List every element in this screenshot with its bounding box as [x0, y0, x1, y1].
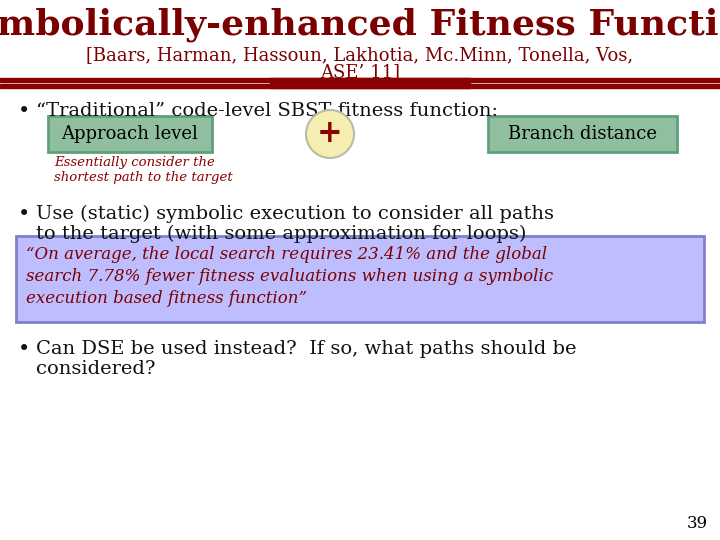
Bar [270, 78, 470, 88]
Bar [0, 84, 720, 88]
Text: Symbolically-enhanced Fitness Function: Symbolically-enhanced Fitness Function [0, 8, 720, 43]
Bar [0, 78, 720, 82]
Text: [Baars, Harman, Hassoun, Lakhotia, Mc.Minn, Tonella, Vos,: [Baars, Harman, Hassoun, Lakhotia, Mc.Mi… [86, 46, 634, 64]
Circle shape [306, 110, 354, 158]
FancyBboxPatch shape [488, 116, 677, 152]
Text: Can DSE be used instead?  If so, what paths should be: Can DSE be used instead? If so, what pat… [36, 340, 577, 358]
Text: •: • [18, 340, 30, 359]
Text: +: + [318, 118, 343, 148]
Text: shortest path to the target: shortest path to the target [54, 171, 233, 184]
FancyBboxPatch shape [16, 236, 704, 322]
Text: considered?: considered? [36, 360, 156, 378]
Text: search 7.78% fewer fitness evaluations when using a symbolic: search 7.78% fewer fitness evaluations w… [26, 268, 553, 285]
Text: Use (static) symbolic execution to consider all paths: Use (static) symbolic execution to consi… [36, 205, 554, 223]
Text: Branch distance: Branch distance [508, 125, 657, 143]
Text: •: • [18, 102, 30, 121]
Text: Essentially consider the: Essentially consider the [54, 156, 215, 169]
Text: to the target (with some approximation for loops): to the target (with some approximation f… [36, 225, 526, 243]
Text: 39: 39 [687, 515, 708, 532]
Text: •: • [18, 205, 30, 224]
Text: “On average, the local search requires 23.41% and the global: “On average, the local search requires 2… [26, 246, 547, 263]
Text: Approach level: Approach level [62, 125, 199, 143]
Text: ASE’ 11]: ASE’ 11] [320, 63, 400, 81]
FancyBboxPatch shape [48, 116, 212, 152]
Text: “Traditional” code-level SBST fitness function:: “Traditional” code-level SBST fitness fu… [36, 102, 498, 120]
Text: execution based fitness function”: execution based fitness function” [26, 290, 307, 307]
